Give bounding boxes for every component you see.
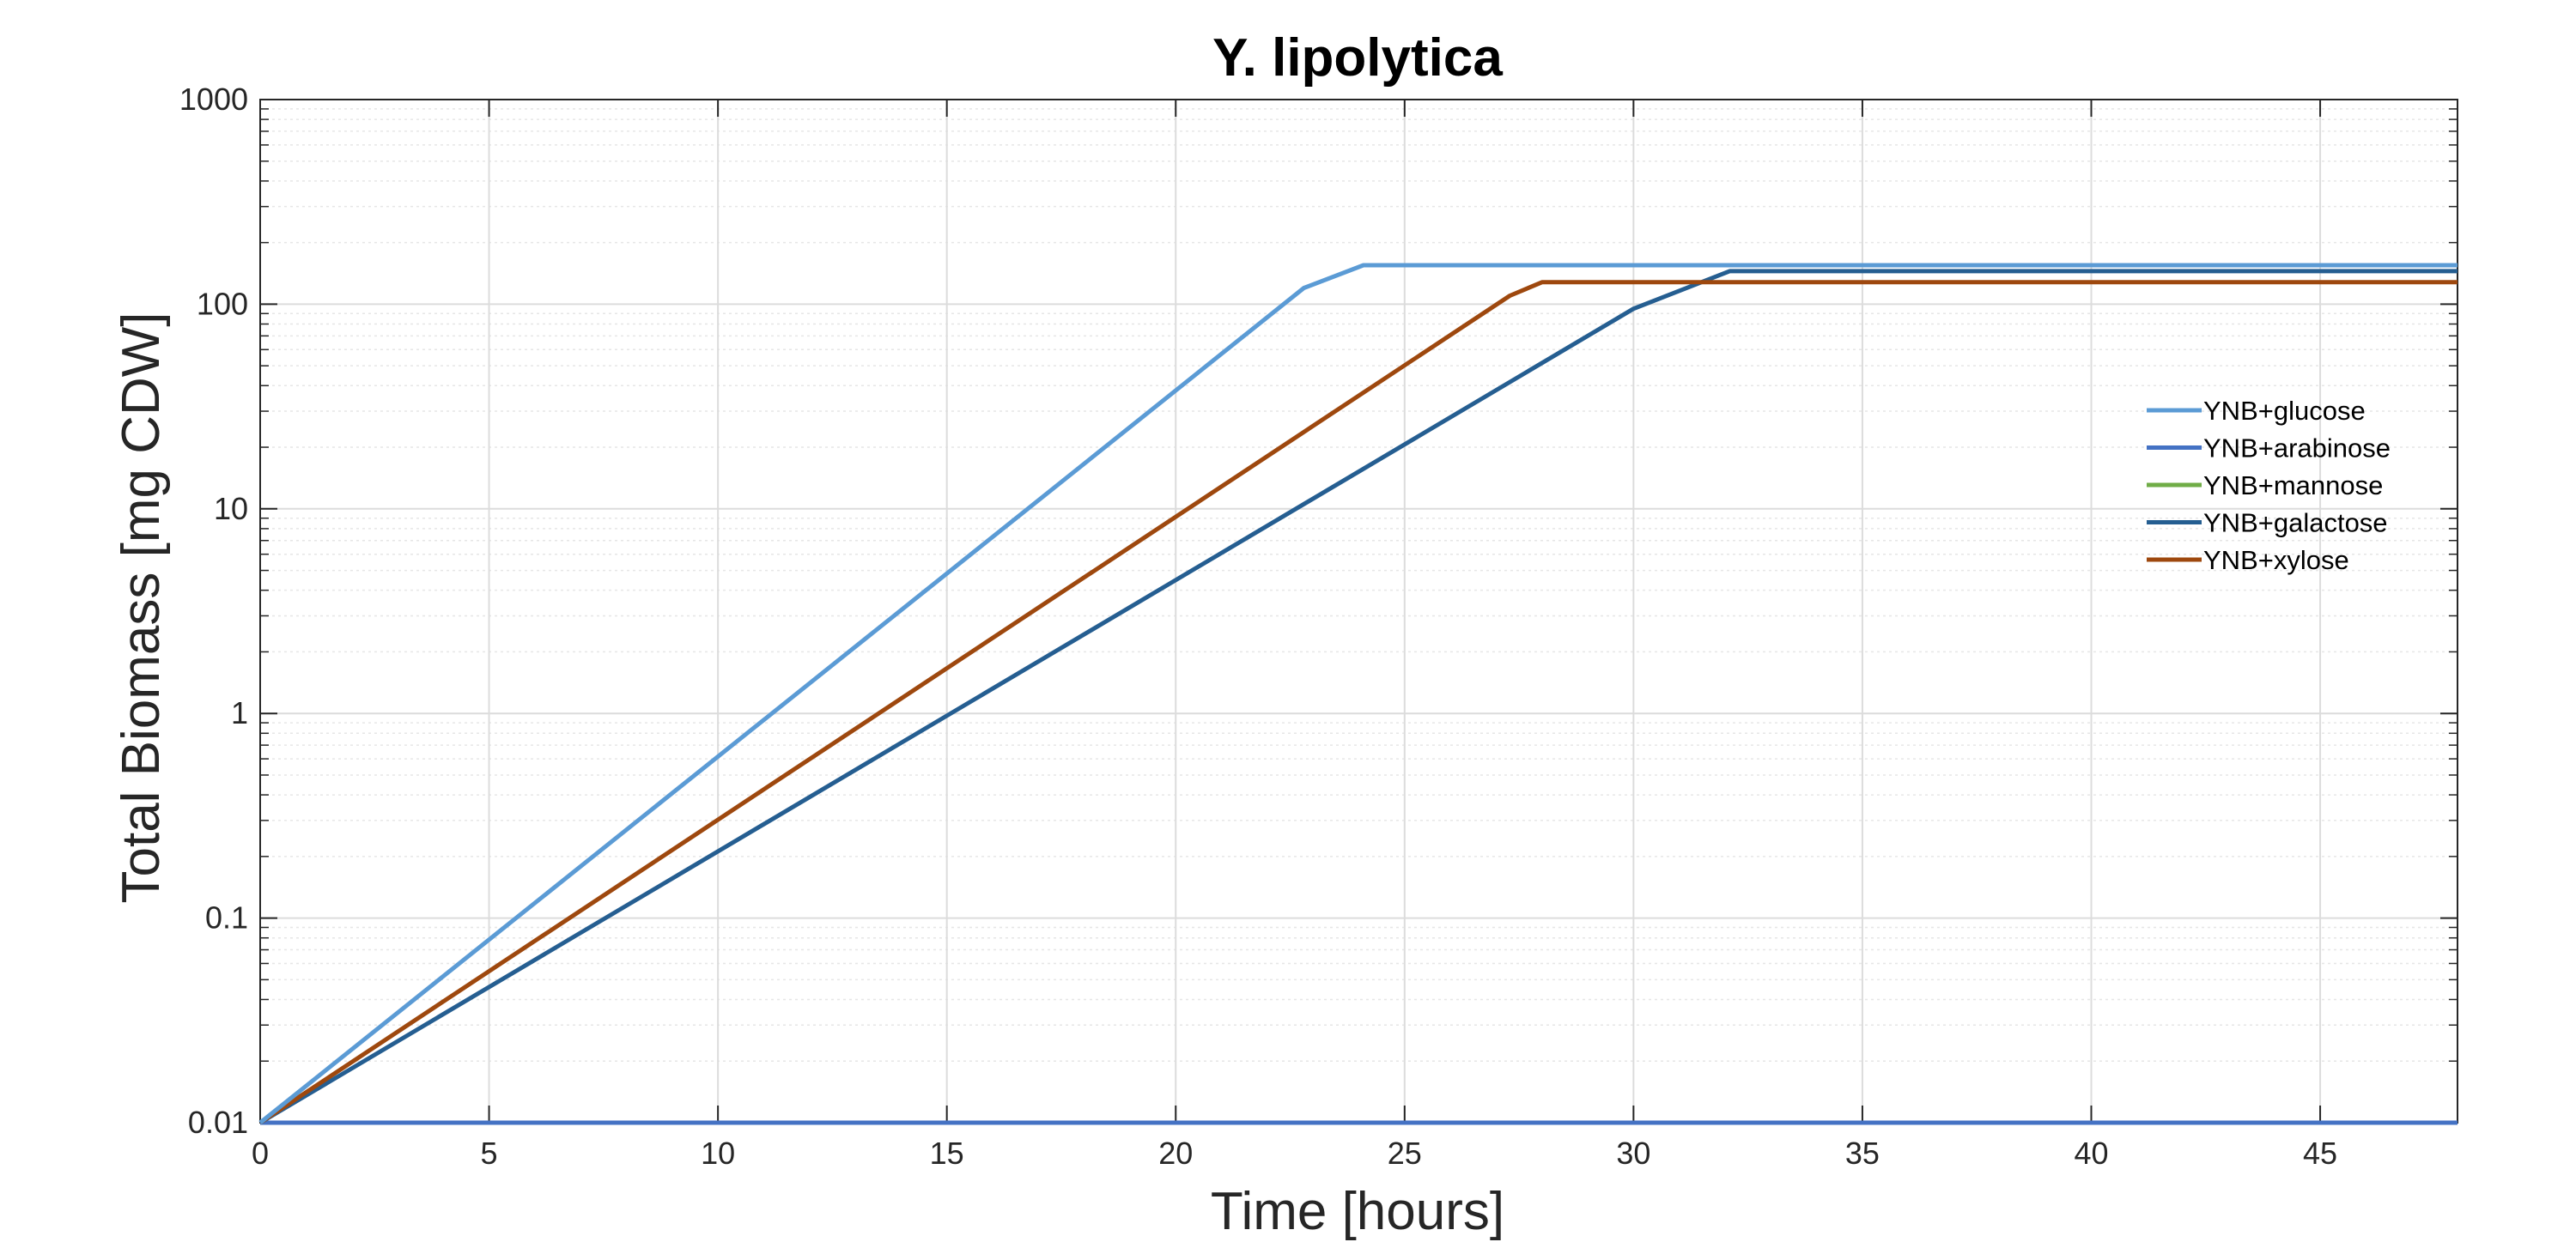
axis-ticks [259,99,2458,1124]
series-line-ynb-xylose [258,280,2458,1125]
x-tick-label: 20 [1158,1136,1193,1171]
y-tick-label: 0.01 [188,1105,248,1140]
x-axis-label: Time [hours] [1211,1182,1504,1241]
y-axis-tick-labels: 0.01 0.1 1 10 100 1000 [179,82,248,1140]
x-tick-label: 25 [1388,1136,1422,1171]
x-tick-label: 0 [252,1136,269,1171]
legend-label: YNB+glucose [2203,396,2366,426]
legend: YNB+glucose YNB+arabinose YNB+mannose YNB+g… [2147,396,2391,575]
series-line-ynb-galactose [258,269,2458,1125]
x-tick-label: 30 [1616,1136,1650,1171]
legend-label: YNB+mannose [2203,470,2383,500]
x-axis-tick-labels: 0 5 10 15 20 25 30 35 40 45 [252,1136,2337,1171]
y-tick-label: 1000 [179,82,248,117]
x-tick-label: 45 [2303,1136,2337,1171]
y-tick-label: 0.1 [205,900,248,936]
x-tick-label: 35 [1845,1136,1880,1171]
x-tick-label: 10 [701,1136,735,1171]
chart-title: Y. lipolytica [1212,28,1503,88]
legend-label: YNB+arabinose [2203,433,2391,463]
y-tick-label: 10 [214,491,248,526]
legend-label: YNB+galactose [2203,508,2388,538]
series-line-ynb-glucose [258,263,2458,1124]
x-tick-label: 5 [481,1136,498,1171]
y-axis-label: Total Biomass [mg CDW] [112,312,171,903]
legend-label: YNB+xylose [2203,545,2349,575]
y-tick-label: 1 [231,695,248,730]
y-tick-label: 100 [197,286,248,321]
x-tick-label: 40 [2074,1136,2108,1171]
x-tick-label: 15 [930,1136,964,1171]
series-lines [258,263,2458,1125]
